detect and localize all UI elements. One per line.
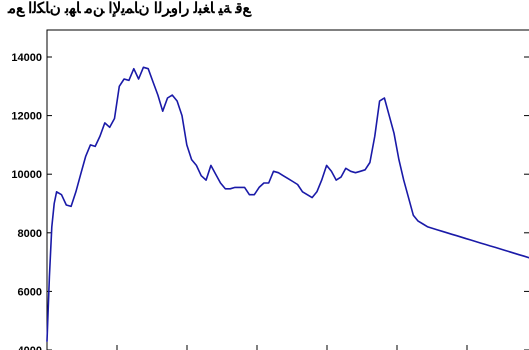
top-title-fragment: ﻊﻗ ﺔﻴ ﺎﻐﺒﻟ ﺭﺍﻭﺮﻟﺍ ﻥﺎﻤﻳﻹﺍ ﻦﻣ ﺎﻬﺑ ﻥﺎﻜﻟﺍ ﻊﻣ [7, 0, 253, 17]
y-tick-label: 12000 [11, 111, 42, 123]
y-tick-label: 10000 [11, 169, 42, 181]
plot-area-frame [46, 29, 529, 350]
y-tick-label: 6000 [18, 286, 42, 298]
series-line [46, 66, 529, 342]
y-tick-label: 4000 [18, 345, 42, 350]
y-axis-ticks: 4000 6000 8000 10000 12000 14000 [11, 52, 529, 350]
x-axis-ticks [46, 345, 468, 350]
y-tick-label: 8000 [18, 228, 42, 240]
y-tick-label: 14000 [11, 52, 42, 64]
